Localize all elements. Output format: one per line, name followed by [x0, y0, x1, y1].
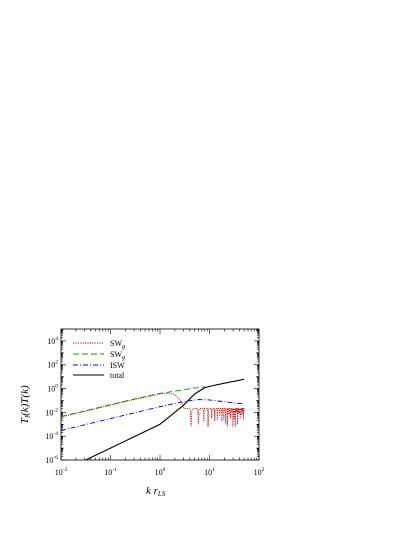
x-axis-label: k rLS — [146, 485, 166, 498]
legend-label-isw: ISW — [110, 361, 125, 370]
y-axis-label: Tl(k)T(k) — [19, 385, 32, 424]
y-tick-label: 10-6 — [45, 455, 58, 465]
y-tick-label: 100 — [47, 384, 58, 394]
x-tick-label: 10-2 — [55, 467, 68, 477]
series-line-swg-0 — [61, 392, 245, 427]
x-tick-label: 10-1 — [104, 467, 117, 477]
y-tick-label: 10-2 — [45, 407, 58, 417]
legend-lines — [73, 342, 104, 376]
y-tick-labels: 10-6 10-4 10-2 100 102 104 — [45, 336, 58, 465]
series-line-isw-2 — [61, 399, 245, 431]
axis-ticks — [60, 328, 260, 461]
legend-label-swg-2: SWg — [110, 350, 125, 361]
series-line-total-3 — [84, 378, 245, 460]
series-line-swg-1 — [61, 386, 205, 417]
legend: SWg SWg ISW total — [73, 339, 125, 380]
x-tick-label: 101 — [204, 467, 215, 477]
x-tick-label: 102 — [254, 467, 265, 477]
x-tick-label: 100 — [155, 467, 166, 477]
x-tick-labels: 10-2 10-1 100 101 102 — [55, 467, 265, 477]
series-group — [61, 378, 245, 460]
y-tick-label: 10-4 — [45, 431, 58, 441]
y-tick-label: 102 — [47, 360, 58, 370]
legend-label-swg-1: SWg — [110, 339, 125, 350]
legend-label-total: total — [110, 371, 125, 380]
y-tick-label: 104 — [47, 336, 58, 346]
plot-frame — [60, 328, 260, 461]
